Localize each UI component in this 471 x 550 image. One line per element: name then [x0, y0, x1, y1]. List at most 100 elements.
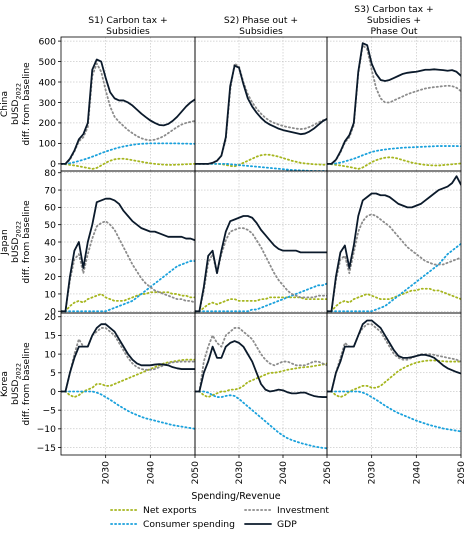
- x-tick-label: 2030: [367, 461, 378, 485]
- series-line-net-exports: [327, 156, 461, 170]
- y-axis-label-korea: KoreabUSD2022diff. from baseline: [0, 342, 32, 426]
- panel-japan-s2: [194, 170, 328, 314]
- series-line-investment: [195, 327, 327, 393]
- y-axis-label-china: ChinabUSD2022diff. from baseline: [0, 62, 32, 146]
- y-tick-label: −15: [37, 443, 57, 454]
- panel-korea-s3: [326, 312, 462, 456]
- legend-label-gdp: GDP: [277, 519, 297, 530]
- panel-china-s2: [194, 36, 328, 172]
- panel-china-s3: [326, 36, 462, 172]
- series-line-consumer: [61, 260, 195, 313]
- y-tick-label: 600: [38, 36, 56, 47]
- y-tick-label: −10: [37, 424, 57, 435]
- column-title-1: S1) Carbon tax + Subsidies: [88, 15, 168, 37]
- y-tick-label: 0: [50, 387, 56, 398]
- panel-frame: [326, 36, 462, 172]
- series-line-gdp: [327, 175, 461, 313]
- panel-frame: [194, 36, 328, 172]
- series-line-investment: [61, 220, 195, 313]
- y-tick-label: 50: [44, 220, 56, 231]
- column-title-line: S1) Carbon tax +: [88, 15, 168, 26]
- x-tick-label: 2030: [101, 461, 112, 485]
- y-tick-label: 40: [44, 237, 56, 248]
- y-label-unit-year: 2022: [15, 363, 23, 380]
- y-tick-label: 0: [50, 307, 56, 318]
- series-line-consumer: [327, 145, 461, 165]
- column-title-line: Subsidies +: [367, 15, 421, 26]
- y-label-baseline: diff. from baseline: [21, 342, 32, 426]
- series-line-net-exports: [61, 291, 195, 313]
- panel-korea-s2: [194, 312, 328, 456]
- series-line-gdp: [61, 58, 195, 165]
- y-label-baseline: diff. from baseline: [21, 200, 32, 284]
- series-line-gdp: [195, 340, 327, 398]
- series-line-gdp: [195, 215, 327, 313]
- y-label-unit: bUSD2022: [10, 221, 23, 263]
- y-label-country: China: [0, 91, 10, 117]
- y-axis-label-japan: JapanbUSD2022diff. from baseline: [0, 200, 32, 284]
- column-title-line: S3) Carbon tax +: [354, 4, 434, 15]
- panel-frame: [60, 36, 196, 172]
- legend-label-consumer: Consumer spending: [143, 519, 235, 530]
- series-line-investment: [327, 44, 461, 165]
- y-tick-label: 10: [44, 289, 56, 300]
- y-tick-label: 100: [38, 139, 56, 150]
- column-title-line: Phase Out: [370, 26, 417, 37]
- series-line-net-exports: [327, 287, 461, 313]
- column-title-line: S2) Phase out +: [224, 15, 298, 26]
- column-title-2: S2) Phase out + Subsidies: [224, 15, 298, 37]
- series-line-gdp: [327, 42, 461, 165]
- y-tick-label: 400: [38, 77, 56, 88]
- y-label-unit: bUSD2022: [10, 363, 23, 405]
- y-tick-label: 15: [44, 331, 56, 342]
- panel-frame: [60, 312, 196, 456]
- x-tick-label: 2040: [278, 461, 289, 485]
- y-tick-label: 20: [44, 312, 56, 323]
- y-label-unit-base: bUSD: [10, 380, 21, 405]
- series-line-net-exports: [61, 157, 195, 170]
- series-line-consumer: [195, 390, 327, 450]
- y-tick-label: 200: [38, 118, 56, 129]
- y-tick-label: 0: [50, 159, 56, 170]
- series-line-investment: [327, 213, 461, 313]
- panel-frame: [326, 312, 462, 456]
- x-tick-label: 2050: [190, 461, 201, 485]
- y-tick-label: −5: [42, 405, 56, 416]
- x-tick-label: 2030: [234, 461, 245, 485]
- x-tick-label: 2050: [322, 461, 333, 485]
- series-line-gdp: [61, 197, 195, 313]
- y-label-unit-base: bUSD: [10, 100, 21, 125]
- y-tick-label: 300: [38, 98, 56, 109]
- panel-china-s1: [60, 36, 196, 172]
- series-line-consumer: [61, 390, 195, 430]
- column-title-3: S3) Carbon tax + Subsidies + Phase Out: [354, 4, 434, 37]
- series-line-investment: [195, 62, 327, 165]
- series-line-consumer: [327, 390, 461, 433]
- legend-label-net-exports: Net exports: [143, 505, 197, 516]
- series-line-consumer: [61, 142, 195, 165]
- y-tick-label: 60: [44, 203, 56, 214]
- panel-korea-s1: [60, 312, 196, 456]
- series-line-investment: [195, 227, 327, 313]
- y-tick-label: 5: [50, 368, 56, 379]
- series-line-investment: [327, 323, 461, 393]
- column-title-line: Subsidies: [106, 26, 150, 37]
- y-label-country: Korea: [0, 371, 10, 397]
- x-tick-label: 2050: [456, 461, 467, 485]
- y-label-unit: bUSD2022: [10, 83, 23, 125]
- y-label-baseline: diff. from baseline: [21, 62, 32, 146]
- y-label-unit-year: 2022: [15, 221, 23, 238]
- y-label-unit-base: bUSD: [10, 238, 21, 263]
- panel-japan-s3: [326, 170, 462, 314]
- series-line-investment: [61, 327, 195, 393]
- series-line-net-exports: [195, 296, 327, 313]
- column-title-line: Subsidies: [239, 26, 283, 37]
- y-tick-label: 80: [44, 168, 56, 179]
- y-tick-label: 30: [44, 255, 56, 266]
- series-line-consumer: [195, 162, 327, 171]
- y-tick-label: 70: [44, 185, 56, 196]
- series-line-gdp: [327, 319, 461, 393]
- y-tick-label: 500: [38, 57, 56, 68]
- y-tick-label: 20: [44, 272, 56, 283]
